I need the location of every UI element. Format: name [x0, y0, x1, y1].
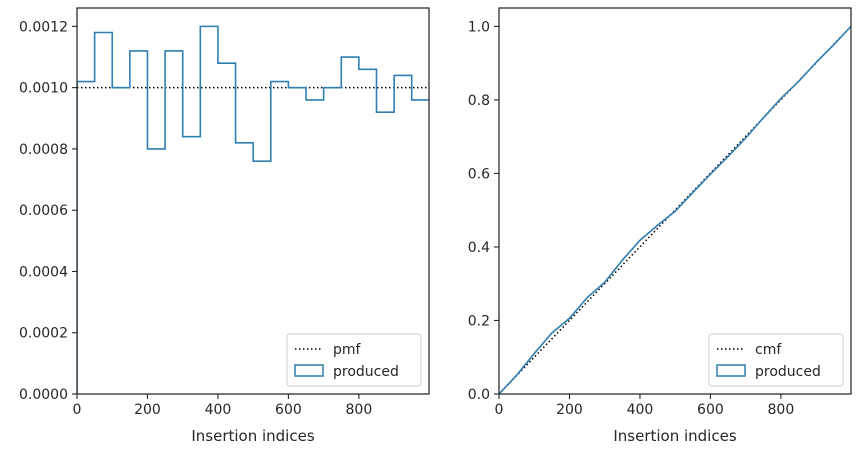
right-y-tick-label: 0.0 — [468, 387, 490, 403]
right-y-tick-label: 1.0 — [468, 19, 490, 35]
right-plot-content — [499, 25, 851, 394]
right-x-tick-label: 400 — [627, 402, 654, 418]
right-legend-cmf-label: cmf — [755, 342, 782, 358]
left-legend-produced-swatch — [294, 364, 324, 377]
left-y-ticks: 0.0000 0.0002 0.0004 0.0006 0.0008 0.0010 0.00… — [19, 19, 77, 403]
left-y-tick-label: 0.0010 — [19, 81, 68, 97]
right-y-tick-label: 0.8 — [468, 93, 490, 109]
right-x-tick-label: 800 — [768, 402, 795, 418]
left-legend-produced-label: produced — [333, 364, 399, 380]
right-produced-line — [499, 25, 851, 394]
left-chart: 0 200 400 600 800 0.00000.00020.00040.00060.… — [19, 7, 430, 445]
left-x-tick-label: 800 — [346, 402, 373, 418]
left-x-tick-label: 400 — [205, 402, 232, 418]
left-y-tick-label: 0.0004 — [19, 264, 68, 280]
right-plot-frame — [498, 7, 852, 395]
left-legend: pmf produced — [286, 333, 422, 387]
left-y-tick-label: 0.0008 — [19, 142, 68, 158]
right-x-axis-label: Insertion indices — [613, 427, 736, 445]
right-chart: 0 200 400 600 800 0.0 0.2 0.4 0.6 0.8 1.0 Inserti… — [468, 7, 852, 445]
left-x-axis-label: Insertion indices — [191, 427, 314, 445]
right-x-tick-label: 200 — [556, 402, 583, 418]
left-y-tick-label: 0.0012 — [19, 19, 68, 35]
right-y-ticks: 0.0 0.2 0.4 0.6 0.8 1.0 — [468, 19, 499, 403]
left-x-ticks: 0 200 400 600 800 — [73, 394, 373, 418]
left-plot-content — [77, 25, 429, 394]
right-x-tick-label: 600 — [697, 402, 724, 418]
left-produced-step-histogram — [77, 25, 429, 394]
right-x-tick-label: 0 — [495, 402, 504, 418]
right-legend-produced-swatch — [716, 364, 746, 377]
right-legend-produced-label: produced — [755, 364, 821, 380]
right-legend: cmf produced — [708, 333, 844, 387]
right-x-ticks: 0 200 400 600 800 — [495, 394, 795, 418]
right-legend-box — [708, 333, 844, 387]
left-x-tick-label: 0 — [73, 402, 82, 418]
right-y-tick-label: 0.4 — [468, 240, 490, 256]
left-y-tick-label: 0.0000 — [19, 387, 68, 403]
left-y-tick-label: 0.0002 — [19, 326, 68, 342]
left-legend-pmf-label: pmf — [333, 342, 362, 358]
left-x-tick-label: 600 — [275, 402, 302, 418]
left-x-tick-label: 200 — [134, 402, 161, 418]
right-y-tick-label: 0.6 — [468, 166, 490, 182]
right-y-tick-label: 0.2 — [468, 313, 490, 329]
left-legend-box — [286, 333, 422, 387]
left-plot-frame — [76, 7, 430, 395]
left-y-tick-label: 0.0006 — [19, 203, 68, 219]
